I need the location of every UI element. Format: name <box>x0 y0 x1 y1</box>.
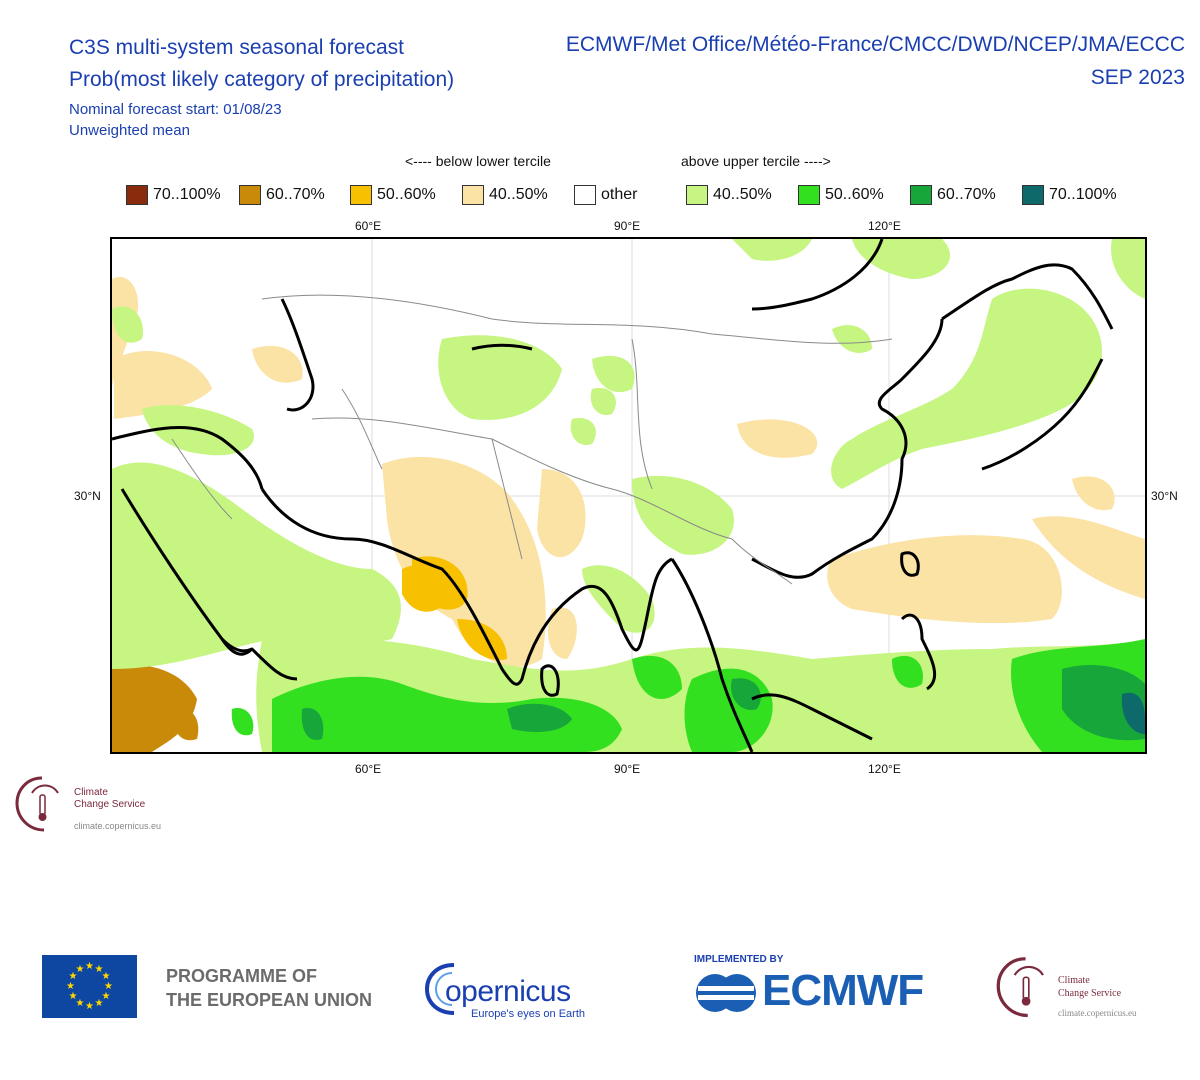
ecmwf-wordmark: ECMWF <box>762 966 924 1015</box>
svg-text:★: ★ <box>76 998 85 1009</box>
svg-text:★: ★ <box>102 991 111 1002</box>
c3s-logo-bottom: Climate Change Service climate.copernicu… <box>995 953 1185 1023</box>
c3s-label-line1: Climate <box>74 787 108 798</box>
svg-text:★: ★ <box>95 998 104 1009</box>
svg-text:★: ★ <box>85 961 94 972</box>
svg-text:★: ★ <box>95 964 104 975</box>
svg-text:★: ★ <box>102 971 111 982</box>
svg-text:★: ★ <box>66 981 75 992</box>
lon-tick-top: 60°E <box>355 219 382 233</box>
c3s-label-line2: Change Service <box>1058 988 1122 999</box>
forecast-month: SEP 2023 <box>1090 66 1185 89</box>
legend-caption-above: above upper tercile ----> <box>681 153 831 169</box>
c3s-logo: Climate Change Service climate.copernicu… <box>14 773 194 835</box>
map-subtitle: Prob(most likely category of precipitati… <box>69 68 455 91</box>
legend-item: 60..70% <box>910 184 996 206</box>
legend-item: 50..60% <box>798 184 884 206</box>
above-70-100-areas <box>1121 692 1145 734</box>
map-canvas <box>112 239 1145 752</box>
lon-tick-top: 120°E <box>868 219 901 233</box>
eu-flag-icon: ★ ★ ★ ★ ★ ★ ★ ★ ★ ★ ★ ★ <box>42 955 137 1018</box>
lon-tick-top: 90°E <box>614 219 641 233</box>
legend-swatch <box>239 185 261 205</box>
legend-label: 70..100% <box>1049 186 1117 203</box>
lon-tick-bottom: 90°E <box>614 762 641 776</box>
legend-swatch <box>462 185 484 205</box>
eu-programme-line1: PROGRAMME OF <box>166 966 317 986</box>
above-60-70-areas <box>301 664 1145 741</box>
legend-item: 70..100% <box>126 184 221 206</box>
copernicus-c-icon <box>424 963 455 1015</box>
lat-tick-right: 30°N <box>1151 489 1178 503</box>
ensemble-mean-note: Unweighted mean <box>69 122 190 139</box>
copernicus-logo <box>422 955 622 1025</box>
legend-caption-below: <---- below lower tercile <box>405 153 551 169</box>
model-systems: ECMWF/Met Office/Météo-France/CMCC/DWD/N… <box>565 33 1185 56</box>
legend-label: 50..60% <box>825 186 884 203</box>
copernicus-tagline: Europe's eyes on Earth <box>471 1008 586 1020</box>
coastlines <box>112 239 1114 752</box>
legend-swatch <box>798 185 820 205</box>
ecmwf-symbol-icon <box>694 972 758 1014</box>
legend-swatch <box>686 185 708 205</box>
forecast-start: Nominal forecast start: 01/08/23 <box>69 101 282 118</box>
legend-swatch <box>1022 185 1044 205</box>
legend-item: 60..70% <box>239 184 325 206</box>
legend-label: 50..60% <box>377 186 436 203</box>
c3s-label-line1: Climate <box>1058 975 1090 986</box>
svg-text:★: ★ <box>76 964 85 975</box>
c3s-thermometer-icon <box>15 776 59 832</box>
legend-item: 50..60% <box>350 184 436 206</box>
c3s-url: climate.copernicus.eu <box>74 821 162 831</box>
implemented-by-label: IMPLEMENTED BY <box>694 954 784 965</box>
legend-item: 40..50% <box>462 184 548 206</box>
country-borders <box>171 294 893 585</box>
svg-text:★: ★ <box>69 971 78 982</box>
eu-programme-line2: THE EUROPEAN UNION <box>166 990 373 1010</box>
legend-label: 40..50% <box>713 186 772 203</box>
copernicus-wordmark: opernicus <box>445 975 571 1008</box>
c3s-label-line2: Change Service <box>74 799 146 810</box>
legend-label: 40..50% <box>489 186 548 203</box>
map-title: C3S multi-system seasonal forecast <box>69 36 404 59</box>
legend-label: 70..100% <box>153 186 221 203</box>
legend-swatch <box>910 185 932 205</box>
c3s-url: climate.copernicus.eu <box>1058 1008 1137 1018</box>
svg-text:★: ★ <box>85 1001 94 1012</box>
lat-tick-left: 30°N <box>74 489 101 503</box>
svg-text:★: ★ <box>104 981 113 992</box>
legend-swatch <box>574 185 596 205</box>
lon-tick-bottom: 120°E <box>868 762 901 776</box>
legend-label: other <box>601 186 638 203</box>
legend-item: other <box>574 184 637 206</box>
forecast-map <box>110 237 1147 754</box>
legend-swatch <box>350 185 372 205</box>
lon-tick-bottom: 60°E <box>355 762 382 776</box>
legend-label: 60..70% <box>266 186 325 203</box>
legend-label: 60..70% <box>937 186 996 203</box>
legend-swatch <box>126 185 148 205</box>
below-60-70-areas <box>112 665 199 752</box>
c3s-thermometer-icon <box>996 957 1044 1018</box>
svg-text:★: ★ <box>69 991 78 1002</box>
legend-item: 70..100% <box>1022 184 1117 206</box>
legend-item: 40..50% <box>686 184 772 206</box>
